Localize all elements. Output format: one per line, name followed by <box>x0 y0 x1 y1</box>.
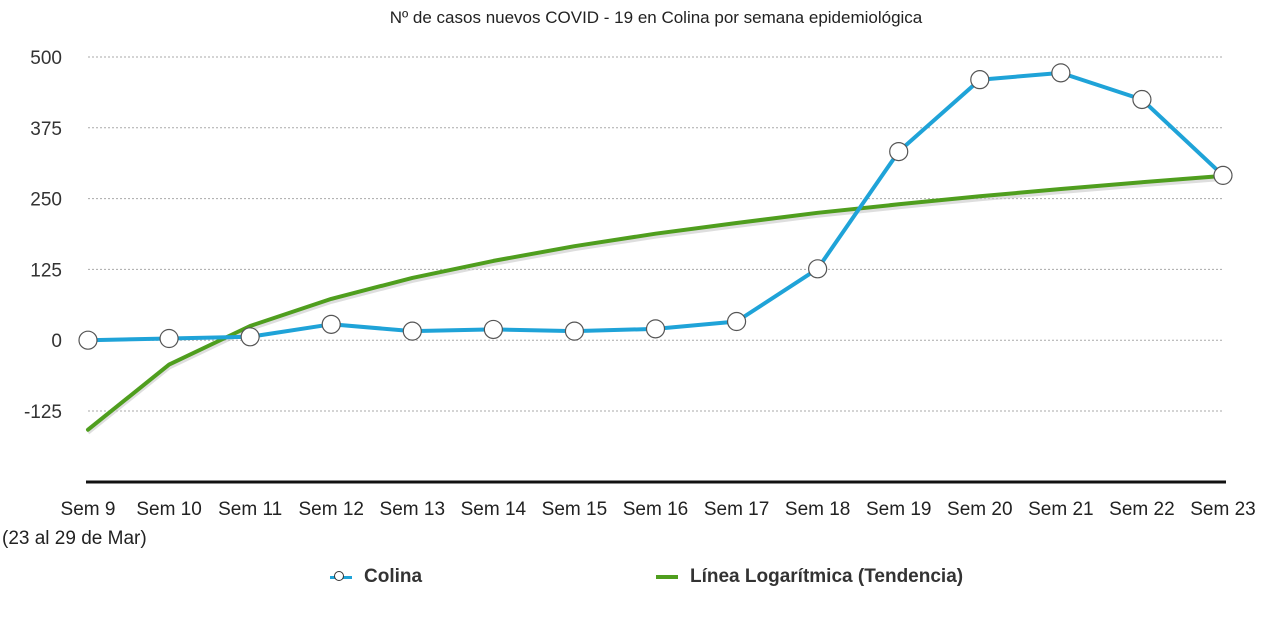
series-line-tendencia <box>86 173 1225 432</box>
y-tick-label: 250 <box>30 190 62 211</box>
y-tick-label: 0 <box>51 331 62 352</box>
data-point-colina <box>1051 63 1071 83</box>
series-line-colina <box>87 70 1225 343</box>
legend-label-tendencia: Línea Logarítmica (Tendencia) <box>690 566 964 587</box>
data-point-colina <box>483 319 503 340</box>
data-point-colina <box>159 328 179 349</box>
x-tick-label: Sem 21 <box>1028 499 1093 520</box>
x-tick-label: Sem 14 <box>461 499 527 520</box>
x-tick-label: Sem 19 <box>866 499 931 520</box>
series-layer <box>78 63 1233 435</box>
data-point-colina <box>564 321 585 341</box>
legend-swatch-tendencia <box>656 575 678 579</box>
legend-swatch-colina <box>330 570 352 581</box>
y-tick-label: 375 <box>30 119 62 140</box>
x-tick-label: Sem 20 <box>947 499 1012 520</box>
x-tick-label: Sem 23 <box>1190 499 1255 520</box>
line-chart: 500 375 250 125 0 -125 Sem 9 Sem 10 Sem 11 Sem 1… <box>2 48 1256 549</box>
x-tick-label: Sem 13 <box>380 499 445 520</box>
chart-title: Nº de casos nuevos COVID - 19 en Colina … <box>389 8 923 27</box>
y-tick-label: -125 <box>24 402 62 423</box>
legend-label-colina: Colina <box>364 566 423 587</box>
data-point-colina <box>1213 165 1233 185</box>
legend: Colina Línea Logarítmica (Tendencia) <box>0 566 1280 590</box>
x-tick-label: Sem 22 <box>1109 499 1174 520</box>
x-axis-ticks: Sem 9 Sem 10 Sem 11 Sem 12 Sem 13 Sem 14 Sem 1… <box>61 499 1256 520</box>
x-tick-label: Sem 10 <box>136 499 201 520</box>
trend-line-shadow <box>86 176 1224 435</box>
data-point-colina <box>808 259 828 279</box>
x-tick-label: Sem 11 <box>218 499 282 520</box>
x-category-note: (23 al 29 de Mar) <box>2 528 147 549</box>
y-tick-label: 125 <box>30 260 62 281</box>
data-point-colina <box>402 321 422 341</box>
legend-item-tendencia: Línea Logarítmica (Tendencia) <box>656 566 963 588</box>
data-point-colina <box>970 70 990 90</box>
data-point-colina <box>645 319 666 339</box>
x-tick-label: Sem 15 <box>542 499 607 520</box>
x-tick-label: Sem 17 <box>704 499 769 520</box>
grid-lines <box>88 56 1224 412</box>
legend-item-colina: Colina <box>330 566 422 588</box>
x-tick-label: Sem 18 <box>785 499 850 520</box>
data-point-colina <box>240 327 260 347</box>
x-tick-label: Sem 9 <box>61 499 116 520</box>
data-point-colina <box>1132 89 1152 110</box>
x-tick-label: Sem 12 <box>298 499 363 520</box>
data-point-colina <box>321 314 341 334</box>
data-point-colina <box>78 330 98 350</box>
data-point-colina <box>726 311 747 332</box>
data-point-colina <box>889 141 909 162</box>
y-axis-ticks: 500 375 250 125 0 -125 <box>24 48 62 423</box>
x-tick-label: Sem 16 <box>623 499 688 520</box>
y-tick-label: 500 <box>30 48 62 69</box>
